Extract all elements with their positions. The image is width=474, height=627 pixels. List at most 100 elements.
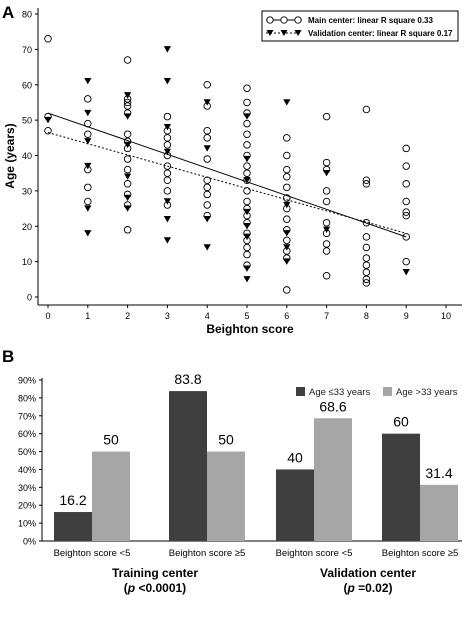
main-center-point — [322, 112, 331, 121]
legend-gt33-text: Age >33 years — [396, 387, 458, 398]
validation-center-point — [163, 78, 171, 85]
validation-center-point — [84, 230, 92, 237]
main-center-point — [402, 197, 410, 206]
main-center-point — [84, 183, 92, 192]
validation-center-point — [84, 109, 92, 117]
main-center-point — [283, 236, 291, 245]
bar-label-age-le33: 16.2 — [59, 492, 86, 508]
main-center-point — [203, 80, 211, 89]
validation-center-point — [124, 113, 132, 120]
validation-center-point — [124, 92, 132, 99]
main-center-point — [123, 155, 132, 163]
main-center-point — [243, 169, 251, 177]
validation-center-point — [283, 230, 291, 237]
main-center-point — [402, 208, 410, 216]
bar-age-gt33 — [207, 451, 245, 541]
legend-validation-text: Validation center: linear R square 0.17 — [308, 29, 453, 38]
bar-y-tick-label: 50% — [18, 447, 36, 457]
validation-center-point — [44, 116, 52, 124]
main-center-point — [322, 247, 331, 255]
main-center-point — [203, 190, 211, 199]
main-center-point — [362, 233, 371, 241]
bar-category-labels: Beighton score <5 Beighton score ≥5 Beight… — [54, 548, 459, 559]
main-center-point — [283, 286, 291, 294]
bar-category-label: Beighton score <5 — [276, 548, 353, 559]
panel-a-label: A — [2, 3, 14, 22]
main-center-point — [123, 102, 132, 110]
panel-b-label: B — [2, 347, 14, 366]
main-center-point — [123, 56, 132, 64]
main-center-point — [163, 112, 172, 121]
main-center-point — [163, 162, 172, 170]
bar-y-tick-label: 20% — [18, 501, 36, 511]
scatter-x-axis-title: Beighton score — [206, 322, 294, 336]
validation-center-point — [84, 205, 92, 212]
validation-center-point — [203, 145, 211, 152]
legend-validation-marker-icon — [294, 30, 302, 36]
bar-y-tick-label: 10% — [18, 519, 36, 529]
validation-center-point — [243, 265, 251, 272]
scatter-y-tick-label: 10 — [22, 257, 32, 267]
main-center-point — [84, 119, 92, 128]
bar-age-le33 — [382, 433, 420, 541]
main-center-point — [402, 211, 410, 220]
main-center-point — [243, 176, 251, 185]
bar-label-age-le33: 83.8 — [174, 371, 201, 387]
bar-y-tick-label: 70% — [18, 411, 36, 421]
main-center-point — [203, 183, 211, 192]
scatter-x-tick-label: 5 — [244, 311, 249, 321]
bar-label-age-le33: 40 — [287, 449, 303, 465]
main-center-point — [163, 169, 172, 177]
main-center-point — [123, 130, 132, 139]
main-center-point — [203, 126, 211, 135]
bar-category-label: Beighton score <5 — [54, 548, 131, 559]
main-center-point — [402, 257, 410, 266]
bar-age-gt33 — [92, 451, 130, 541]
bar-category-label: Beighton score ≥5 — [382, 548, 459, 559]
scatter-x-tick-label: 2 — [125, 311, 130, 321]
scatter-x-tick-label: 7 — [324, 311, 329, 321]
validation-center-point — [203, 99, 211, 106]
main-center-point — [362, 105, 371, 114]
group-p-validation: (p =0.02) — [343, 581, 392, 595]
main-center-point — [243, 84, 251, 93]
bar-label-age-gt33: 31.4 — [425, 465, 452, 481]
main-center-point — [283, 194, 291, 202]
legend-validation-marker-icon — [280, 30, 288, 36]
scatter-y-tick-label: 0 — [27, 293, 32, 303]
legend-validation-marker-icon — [266, 30, 274, 36]
validation-center-point — [323, 226, 331, 233]
bar-label-age-gt33: 50 — [218, 432, 234, 448]
main-center-point — [362, 279, 371, 287]
scatter-legend-box — [261, 10, 459, 42]
group-name-training: Training center — [112, 566, 198, 580]
scatter-x-tick-label: 10 — [441, 311, 451, 321]
scatter-x-tick-label: 6 — [284, 311, 289, 321]
validation-center-point — [243, 208, 251, 216]
main-center-point — [123, 226, 132, 234]
validation-center-point — [163, 215, 171, 223]
main-center-point — [243, 162, 251, 170]
main-center-point — [123, 180, 132, 188]
main-center-point — [283, 183, 291, 192]
bar-category-label: Beighton score ≥5 — [169, 548, 246, 559]
scatter-legend: Main center: linear R square 0.33 Valida… — [261, 10, 459, 42]
main-center-point — [362, 243, 371, 252]
bar-y-tick-label: 60% — [18, 429, 36, 439]
validation-center-point — [283, 201, 291, 209]
main-center-point — [362, 176, 371, 185]
validation-center-point — [84, 162, 92, 170]
bar-label-age-gt33: 50 — [103, 432, 119, 448]
bars: 16.2 83.8 40 60 50 50 68.6 31.4 — [54, 371, 458, 541]
bar-y-ticks: 0% 10% 20% 30% 40% 50% 60% 70% 80% 90% — [18, 376, 42, 547]
legend-main-marker-icon — [266, 16, 274, 24]
validation-center-point — [84, 138, 92, 145]
validation-center-point — [243, 223, 251, 230]
main-center-point — [362, 275, 371, 284]
legend-le33-text: Age ≤33 years — [309, 387, 370, 398]
main-center-point — [243, 119, 251, 128]
bar-label-age-le33: 60 — [393, 414, 409, 430]
legend-le33-swatch — [296, 387, 305, 396]
scatter-plot-area — [37, 8, 462, 306]
